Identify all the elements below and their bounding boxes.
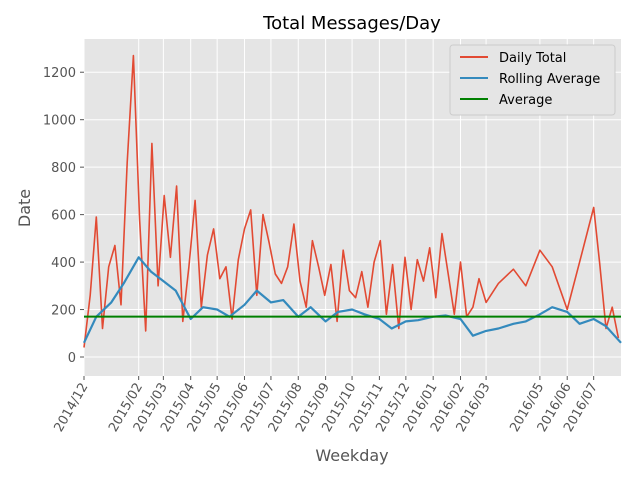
legend-label-rolling-average: Rolling Average <box>499 72 600 87</box>
x-axis: 2014/12 2015/022015/032015/042015/052015/… <box>51 376 601 435</box>
y-tick-label: 0 <box>68 351 76 366</box>
chart-title: Total Messages/Day <box>262 13 441 34</box>
legend-label-average: Average <box>499 93 552 108</box>
y-tick-label: 400 <box>51 256 76 271</box>
series-line-daily-total <box>83 54 620 348</box>
y-tick-label: 200 <box>51 304 76 319</box>
y-axis-label: Date <box>15 189 34 227</box>
x-tick-label: 2014/12 <box>51 381 91 435</box>
series-layer <box>83 54 622 348</box>
y-tick-label: 800 <box>51 161 76 176</box>
y-tick-label: 1000 <box>43 114 76 129</box>
legend-box <box>449 44 616 116</box>
x-axis-label: Weekday <box>315 446 388 465</box>
series-line-rolling-average <box>83 256 622 344</box>
y-axis: 0 200 400 600 800 1000 1200 <box>43 66 84 366</box>
y-tick-label: 1200 <box>43 66 76 81</box>
legend: Daily Total Rolling Average Average <box>449 44 616 116</box>
y-tick-label: 600 <box>51 209 76 224</box>
legend-label-daily-total: Daily Total <box>499 51 566 66</box>
